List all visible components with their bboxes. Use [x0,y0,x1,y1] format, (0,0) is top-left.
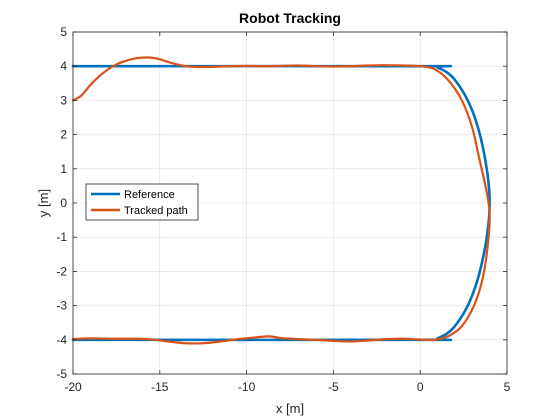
legend-box [85,183,199,221]
legend-label-tracked: Tracked path [124,205,188,217]
y-tick-label: -3 [56,299,67,313]
y-tick-label: 1 [60,162,67,176]
y-tick-label: 4 [60,59,67,73]
legend: Reference Tracked path [85,183,199,221]
chart-title: Robot Tracking [239,10,341,26]
y-tick-label: 5 [60,25,67,39]
x-tick-label: -10 [238,380,256,394]
x-tick-label: 5 [504,380,511,394]
y-tick-label: 0 [60,196,67,210]
x-tick-label: -5 [328,380,339,394]
x-tick-label: -20 [64,380,82,394]
series-layer [71,56,491,345]
y-axis-label: y [m] [36,189,51,217]
series-tracked-path-line [71,56,491,345]
y-tick-label: 2 [60,128,67,142]
y-tick-label: -1 [56,230,67,244]
x-tick-label: 0 [417,380,424,394]
y-tick-label: 3 [60,93,67,107]
y-tick-label: -2 [56,264,67,278]
y-tick-label: -4 [56,333,67,347]
x-tick-label: -15 [151,380,169,394]
legend-label-reference: Reference [124,189,175,201]
x-axis-label: x [m] [276,401,304,416]
y-tick-label: -5 [56,367,67,381]
